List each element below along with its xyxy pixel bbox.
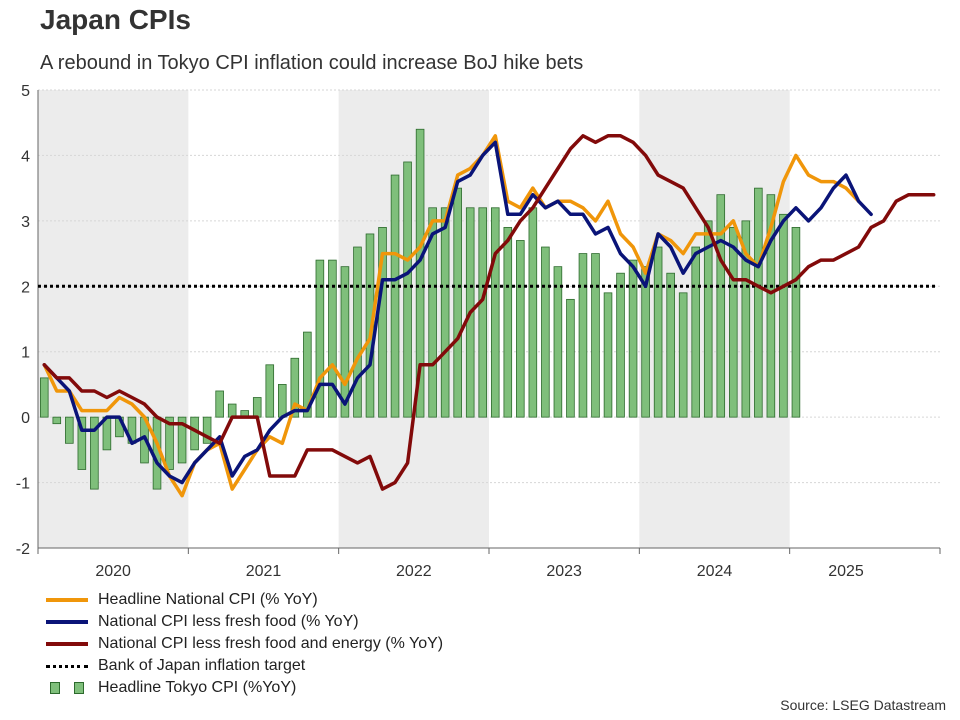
year-shade-2020 (38, 90, 189, 548)
bar-tokyo-cpi (378, 226, 387, 418)
bar-tokyo-cpi (202, 416, 212, 444)
bar-tokyo-cpi (716, 194, 726, 418)
bar-tokyo-cpi (453, 187, 462, 418)
x-tick-label: 2022 (396, 563, 432, 580)
bar-tokyo-cpi (616, 272, 625, 418)
legend-item-core-national: National CPI less fresh food (% YoY) (46, 611, 443, 633)
legend-swatch-tokyo-cpi (46, 682, 88, 694)
bar-tokyo-cpi (290, 357, 300, 418)
series-line-core-national (42, 140, 873, 485)
y-tick-label: 4 (21, 148, 30, 165)
bar-tokyo-cpi (591, 253, 600, 418)
chart-subtitle: A rebound in Tokyo CPI inflation could i… (40, 52, 584, 74)
y-tick-label: 0 (21, 410, 30, 427)
y-tick-label: 5 (21, 83, 30, 100)
bar-tokyo-cpi (528, 207, 538, 418)
legend-item-boj-target: Bank of Japan inflation target (46, 655, 443, 677)
legend-label: Bank of Japan inflation target (98, 657, 306, 674)
bar-tokyo-cpi (265, 364, 275, 418)
bar-tokyo-cpi (691, 246, 700, 418)
bar-tokyo-cpi (603, 292, 613, 418)
bar-tokyo-cpi (566, 298, 575, 418)
bar-tokyo-cpi (177, 416, 187, 464)
bar-tokyo-cpi (415, 128, 425, 418)
y-tick-label: 1 (21, 345, 30, 362)
bar-tokyo-cpi (403, 161, 412, 418)
y-tick-label: 2 (21, 279, 30, 296)
bar-tokyo-cpi (628, 259, 638, 418)
bar-tokyo-cpi (77, 416, 87, 470)
bar-tokyo-cpi (503, 226, 513, 418)
bar-tokyo-cpi (791, 226, 801, 418)
bar-tokyo-cpi (766, 194, 776, 418)
bar-tokyo-cpi (215, 390, 224, 418)
bar-tokyo-cpi (703, 220, 713, 418)
bar-tokyo-cpi (390, 174, 400, 418)
bar-tokyo-cpi (353, 246, 362, 418)
legend-swatch-headline-national (46, 598, 88, 602)
bar-tokyo-cpi (90, 416, 99, 490)
bar-tokyo-cpi (428, 207, 437, 418)
bar-tokyo-cpi (553, 266, 563, 418)
bar-tokyo-cpi (516, 240, 525, 418)
bar-tokyo-cpi (65, 416, 74, 444)
legend-swatch-core-core-national (46, 642, 88, 646)
bar-tokyo-cpi (52, 416, 62, 425)
legend-label: Headline Tokyo CPI (%YoY) (98, 679, 297, 696)
legend-item-core-core-national: National CPI less fresh food and energy … (46, 633, 443, 655)
bar-tokyo-cpi (779, 213, 788, 418)
legend-swatch-boj-target (46, 664, 88, 668)
legend-swatch-core-national (46, 620, 88, 624)
chart-title: Japan CPIs (40, 4, 191, 35)
bar-tokyo-cpi (252, 397, 262, 418)
bar-tokyo-cpi (227, 403, 237, 418)
bar-tokyo-cpi (490, 207, 500, 418)
bar-tokyo-cpi (328, 259, 337, 418)
bar-tokyo-cpi (440, 207, 450, 418)
x-tick-label: 2024 (697, 563, 733, 580)
x-tick-label: 2023 (546, 563, 582, 580)
bar-tokyo-cpi (278, 384, 287, 418)
bar-tokyo-cpi (340, 266, 350, 418)
bar-tokyo-cpi (39, 377, 49, 418)
bar-tokyo-cpi (641, 266, 650, 418)
bar-tokyo-cpi (653, 246, 663, 418)
bar-tokyo-cpi (678, 292, 688, 418)
bar-tokyo-cpi (729, 226, 738, 418)
bar-tokyo-cpi (754, 187, 763, 418)
y-tick-label: -1 (16, 476, 30, 493)
year-shade-2022 (338, 90, 489, 548)
legend-item-tokyo-cpi: Headline Tokyo CPI (%YoY) (46, 677, 443, 699)
bar-tokyo-cpi (741, 220, 751, 418)
x-tick-label: 2020 (95, 563, 131, 580)
bar-tokyo-cpi (541, 246, 550, 418)
bar-tokyo-cpi (165, 416, 174, 470)
bar-tokyo-cpi (578, 253, 588, 418)
y-tick-label: -2 (16, 541, 30, 558)
legend: Headline National CPI (% YoY) National C… (46, 589, 443, 699)
bar-tokyo-cpi (303, 331, 312, 418)
x-tick-label: 2021 (246, 563, 282, 580)
bar-tokyo-cpi (666, 272, 675, 418)
y-tick-label: 3 (21, 214, 30, 231)
legend-label: Headline National CPI (% YoY) (98, 591, 318, 608)
bar-tokyo-cpi (315, 259, 325, 418)
legend-label: National CPI less fresh food and energy … (98, 635, 444, 652)
year-shade-2024 (639, 90, 790, 548)
series-line-core-core-national (42, 134, 936, 491)
bar-tokyo-cpi (478, 207, 488, 418)
legend-item-headline-national: Headline National CPI (% YoY) (46, 589, 443, 611)
legend-label: National CPI less fresh food (% YoY) (98, 613, 359, 630)
x-tick-label: 2025 (828, 563, 864, 580)
bar-tokyo-cpi (365, 233, 375, 418)
source-note: Source: LSEG Datastream (780, 697, 946, 713)
